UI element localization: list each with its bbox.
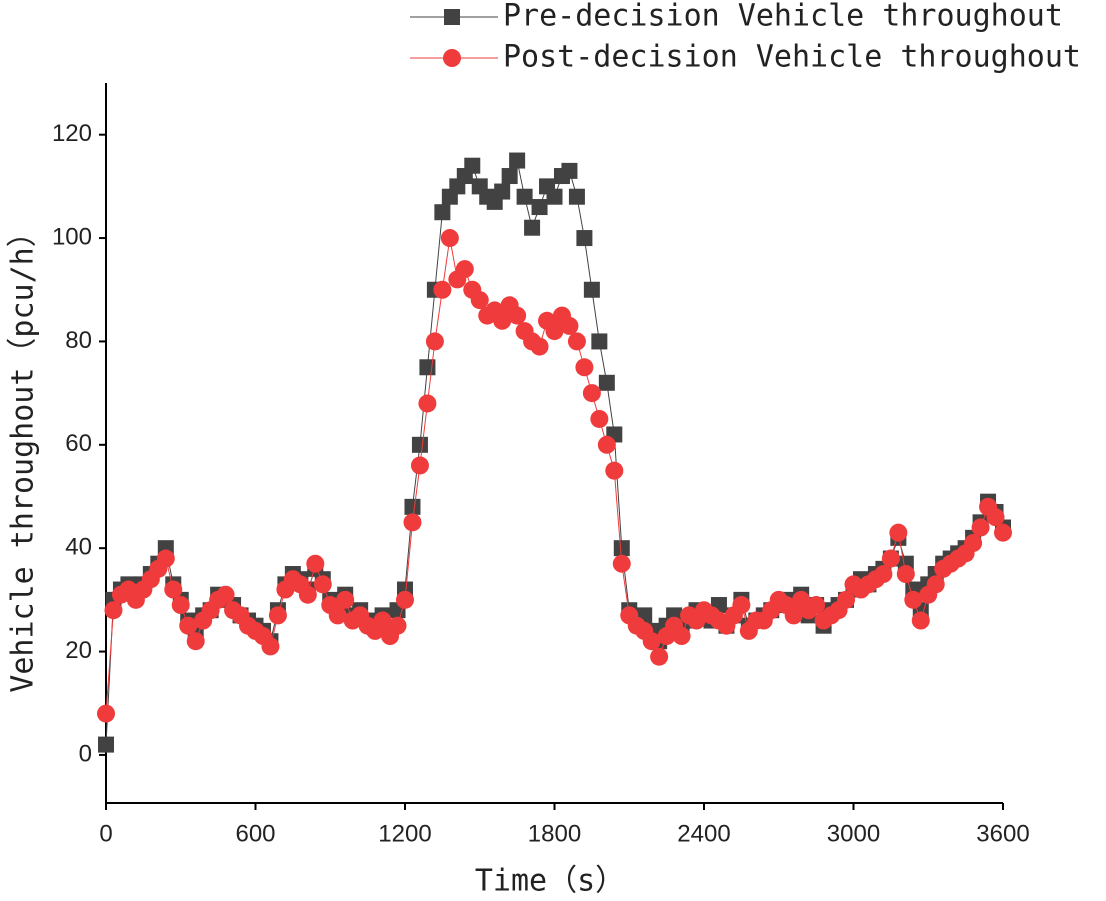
data-point	[994, 523, 1012, 542]
data-point	[904, 590, 923, 609]
data-point	[186, 632, 205, 651]
data-point	[470, 291, 489, 310]
x-tick-label: 3600	[976, 820, 1029, 847]
series-line	[105, 158, 1004, 745]
y-tick-label: 60	[65, 430, 92, 457]
data-point	[403, 513, 422, 532]
data-point	[328, 606, 347, 625]
data-point	[216, 585, 235, 604]
x-tick-label: 1800	[528, 820, 581, 847]
data-point	[313, 575, 332, 594]
data-point	[434, 204, 451, 221]
x-axis-title: Time（s）	[475, 864, 625, 899]
data-point	[732, 596, 751, 615]
data-point	[561, 162, 578, 179]
data-point	[590, 409, 609, 428]
y-tick-label: 0	[79, 740, 92, 767]
data-point	[889, 523, 908, 542]
data-point	[411, 436, 428, 453]
data-point	[650, 647, 669, 666]
data-point	[336, 590, 355, 609]
legend-marker	[443, 49, 461, 67]
data-point	[874, 565, 893, 584]
data-point	[567, 332, 586, 351]
data-point	[896, 565, 915, 584]
data-point	[493, 311, 512, 330]
data-point	[784, 606, 803, 625]
data-point	[964, 534, 983, 553]
data-point	[598, 374, 615, 391]
data-point	[388, 616, 407, 635]
data-point	[560, 316, 579, 335]
data-point	[807, 596, 826, 615]
data-point	[837, 590, 856, 609]
data-point	[418, 394, 437, 413]
data-point	[546, 188, 563, 205]
data-point	[545, 322, 564, 341]
y-tick-label: 40	[65, 534, 92, 561]
x-tick-label: 3000	[827, 820, 880, 847]
data-point	[524, 219, 541, 236]
data-point	[508, 306, 527, 325]
data-point	[576, 230, 593, 247]
data-point	[433, 280, 452, 299]
data-point	[582, 384, 601, 403]
data-point	[568, 188, 585, 205]
data-point	[455, 260, 474, 279]
data-point	[419, 359, 436, 376]
data-point	[613, 540, 630, 557]
x-tick-label: 2400	[677, 820, 730, 847]
data-point	[306, 554, 325, 573]
data-point	[373, 611, 392, 630]
y-tick-label: 120	[52, 120, 92, 147]
x-tick-label: 1200	[378, 820, 431, 847]
x-tick-label: 0	[99, 820, 112, 847]
data-point	[971, 518, 990, 537]
data-point	[501, 168, 518, 185]
data-point	[672, 627, 691, 646]
data-point	[926, 575, 945, 594]
data-point	[516, 188, 533, 205]
data-point	[440, 229, 459, 248]
data-point	[464, 157, 481, 174]
data-point	[597, 435, 616, 454]
data-point	[425, 332, 444, 351]
data-point	[591, 333, 608, 350]
y-axis-title: Vehicle throughout（pcu/h）	[6, 217, 41, 692]
data-point	[156, 549, 175, 568]
x-tick-label: 600	[235, 820, 275, 847]
data-point	[530, 337, 549, 356]
data-point	[494, 183, 511, 200]
data-point	[881, 549, 900, 568]
data-point	[404, 498, 421, 515]
data-point	[911, 611, 930, 630]
data-point	[986, 508, 1005, 527]
data-point	[98, 736, 114, 753]
data-point	[642, 632, 661, 651]
y-tick-label: 100	[52, 223, 92, 250]
legend-marker	[444, 9, 460, 25]
data-point	[268, 606, 287, 625]
series-line	[105, 237, 1004, 714]
data-point	[575, 358, 594, 377]
data-point	[605, 461, 624, 480]
y-tick-label: 20	[65, 637, 92, 664]
data-point	[531, 199, 548, 216]
data-point	[410, 456, 429, 475]
data-point	[396, 590, 414, 609]
data-point	[171, 596, 190, 615]
data-point	[298, 585, 317, 604]
data-point	[104, 601, 123, 620]
data-point	[97, 704, 115, 723]
data-point	[583, 281, 600, 298]
data-point	[164, 580, 183, 599]
data-point	[612, 554, 631, 573]
data-point	[261, 637, 280, 656]
legend-label: Pre-decision Vehicle throughout	[503, 0, 1063, 34]
data-point	[179, 616, 198, 635]
data-point	[509, 152, 526, 169]
legend-label: Post-decision Vehicle throughout	[503, 40, 1081, 75]
y-tick-label: 80	[65, 327, 92, 354]
